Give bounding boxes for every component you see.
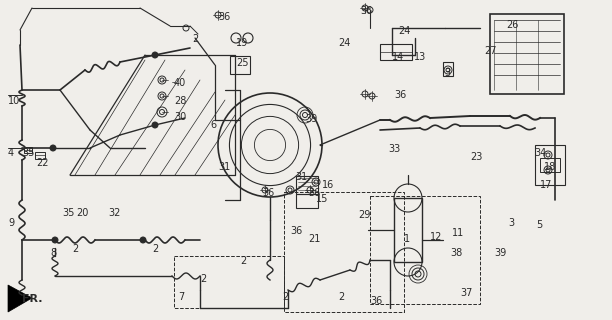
Circle shape [140,237,146,243]
Bar [24,147,32,153]
Text: 27: 27 [484,46,496,56]
Text: 15: 15 [316,194,329,204]
Text: 4: 4 [8,148,14,158]
Text: 2: 2 [72,244,78,254]
Circle shape [52,237,58,243]
Text: 28: 28 [174,96,187,106]
Text: 39: 39 [305,114,317,124]
Text: 37: 37 [460,288,472,298]
Text: 36: 36 [370,296,382,306]
Text: 36: 36 [290,226,302,236]
Text: 6: 6 [210,120,216,130]
Text: 23: 23 [470,152,482,162]
Text: 2: 2 [240,256,246,266]
Text: 35: 35 [62,208,75,218]
Text: 2: 2 [282,292,288,302]
Text: FR.: FR. [22,294,42,304]
Text: 26: 26 [506,20,518,30]
Text: 8: 8 [50,248,56,258]
Polygon shape [8,285,32,312]
Text: 2: 2 [192,34,198,44]
Bar [394,198,422,262]
Text: 35: 35 [22,148,34,158]
Text: 17: 17 [540,180,553,190]
Text: 36: 36 [308,188,320,198]
Bar [535,145,565,185]
Text: 2: 2 [338,292,344,302]
Text: 30: 30 [174,112,186,122]
Text: 36: 36 [360,6,372,16]
Text: 29: 29 [358,210,370,220]
Text: 11: 11 [452,228,465,238]
Bar [540,158,560,172]
Text: 1: 1 [404,234,410,244]
Text: 12: 12 [430,232,442,242]
Circle shape [152,122,158,128]
Text: 36: 36 [218,12,230,22]
Text: 31: 31 [218,162,230,172]
Text: 13: 13 [414,52,426,62]
Text: 3: 3 [444,68,450,78]
Text: 19: 19 [236,38,248,48]
Text: 5: 5 [536,220,542,230]
Bar [443,62,453,76]
Bar [230,56,250,74]
Text: 21: 21 [308,234,320,244]
Text: 16: 16 [322,180,334,190]
Bar [490,14,564,94]
Bar [380,44,412,60]
Text: 33: 33 [388,144,400,154]
Text: 38: 38 [450,248,462,258]
Bar [174,256,284,308]
Text: 2: 2 [152,244,159,254]
Text: 24: 24 [338,38,351,48]
Text: 31: 31 [295,172,307,182]
Text: 24: 24 [398,26,411,36]
Text: 3: 3 [508,218,514,228]
Text: 39: 39 [494,248,506,258]
Text: 10: 10 [8,96,20,106]
Bar [35,151,45,158]
Text: 14: 14 [392,52,405,62]
Bar [284,192,404,312]
Text: 36: 36 [394,90,406,100]
Text: 22: 22 [36,158,48,168]
Text: 18: 18 [544,162,556,172]
Text: 2: 2 [200,274,206,284]
Text: 36: 36 [262,188,274,198]
Bar [296,176,318,194]
Text: 9: 9 [8,218,14,228]
Circle shape [50,145,56,151]
Text: 34: 34 [534,148,547,158]
Text: 25: 25 [236,58,248,68]
Text: 32: 32 [108,208,121,218]
Text: 20: 20 [76,208,88,218]
Circle shape [152,52,158,58]
Bar [296,194,318,208]
Text: 7: 7 [178,292,184,302]
Bar [370,196,480,304]
Text: 40: 40 [174,78,186,88]
